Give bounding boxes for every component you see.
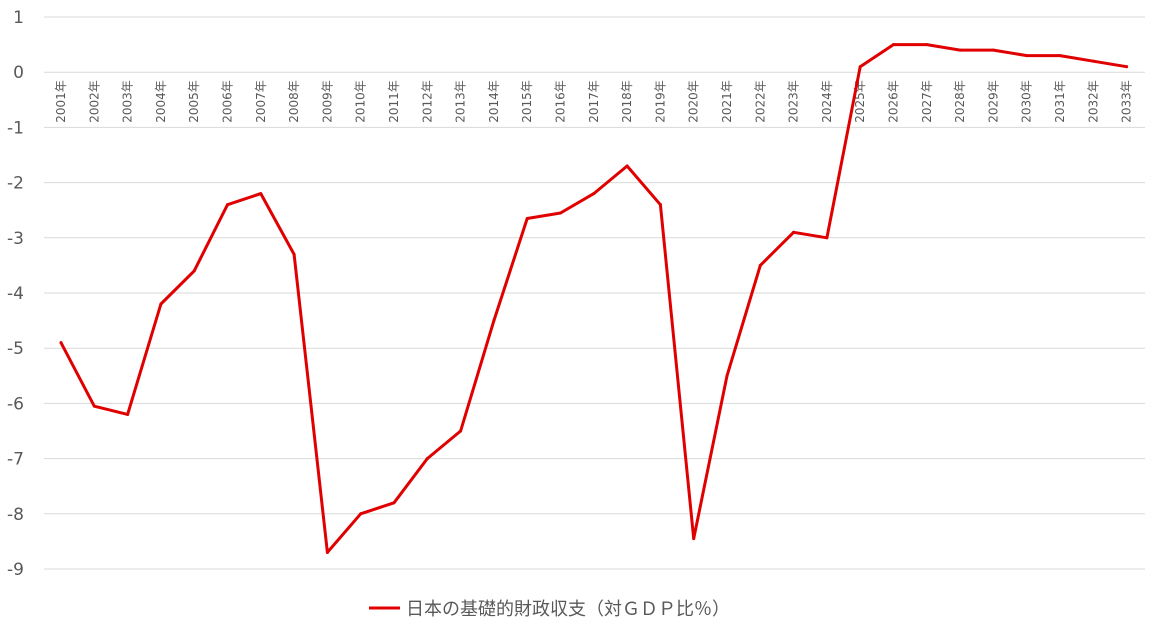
data-point: [259, 192, 263, 196]
x-tick-label: 2013年: [454, 80, 468, 123]
y-tick-label: 0: [13, 63, 24, 83]
x-tick-label: 2003年: [121, 80, 135, 123]
y-tick-label: -9: [7, 560, 24, 580]
x-tick-label: 2022年: [753, 80, 767, 123]
x-tick-label: 2032年: [1086, 80, 1100, 123]
y-tick-label: -1: [7, 118, 24, 138]
gridlines: [44, 16, 1145, 570]
x-tick-label: 2033年: [1120, 80, 1134, 123]
y-tick-label: 1: [13, 8, 24, 28]
data-point: [758, 263, 762, 267]
data-point: [1025, 54, 1029, 58]
x-axis-ticks: 2001年 2002年 2003年 2004年 2005年 2006年 2007年 2008年…: [54, 80, 1134, 123]
x-tick-label: 2015年: [520, 80, 534, 123]
data-point: [958, 48, 962, 52]
legend: 日本の基礎的財政収支（対ＧＤＰ比％）: [369, 599, 730, 620]
data-point: [1058, 54, 1062, 58]
x-tick-label: 2009年: [320, 80, 334, 123]
x-tick-label: 2020年: [687, 80, 701, 123]
y-tick-label: -6: [7, 394, 24, 414]
x-tick-label: 2006年: [221, 80, 235, 123]
data-point: [991, 48, 995, 52]
y-tick-label: -2: [7, 174, 24, 194]
x-tick-label: 2016年: [554, 80, 568, 123]
x-tick-label: 2021年: [720, 80, 734, 123]
data-point: [1125, 65, 1129, 69]
data-point: [425, 457, 429, 461]
data-point: [59, 341, 63, 345]
data-point: [159, 302, 163, 306]
x-tick-label: 2028年: [953, 80, 967, 123]
x-tick-label: 2018年: [620, 80, 634, 123]
data-point: [559, 211, 562, 215]
data-point: [792, 230, 796, 234]
data-point: [392, 501, 396, 505]
x-tick-label: 2008年: [287, 80, 301, 123]
data-point: [892, 43, 895, 47]
y-tick-label: -8: [7, 505, 24, 525]
data-point: [658, 203, 662, 207]
series-layer: [59, 43, 1129, 554]
data-point: [1091, 59, 1095, 63]
y-tick-label: -7: [7, 450, 24, 470]
x-tick-label: 2011年: [387, 80, 401, 123]
y-tick-label: -3: [7, 229, 24, 249]
x-tick-label: 2030年: [1020, 80, 1034, 123]
data-point: [692, 537, 696, 541]
x-tick-label: 2002年: [87, 80, 101, 123]
x-tick-label: 2019年: [653, 80, 667, 123]
x-tick-label: 2007年: [254, 80, 268, 123]
x-tick-label: 2004年: [154, 80, 168, 123]
x-tick-label: 2027年: [920, 80, 934, 123]
legend-label: 日本の基礎的財政収支（対ＧＤＰ比％）: [406, 599, 730, 620]
data-point: [492, 319, 496, 323]
data-point: [925, 43, 929, 47]
data-point: [858, 65, 862, 69]
x-tick-label: 2023年: [787, 80, 801, 123]
y-tick-label: -5: [7, 339, 24, 359]
x-tick-label: 2012年: [420, 80, 434, 123]
data-point: [226, 203, 229, 207]
data-point: [625, 164, 629, 168]
data-point: [325, 550, 329, 554]
x-tick-label: 2017年: [587, 80, 601, 123]
data-point: [825, 236, 829, 240]
data-point: [92, 404, 96, 408]
data-point: [192, 269, 196, 273]
data-point: [725, 374, 729, 378]
data-point: [592, 192, 596, 196]
x-tick-label: 2014年: [487, 80, 501, 123]
data-point: [459, 429, 463, 433]
x-tick-label: 2001年: [54, 80, 68, 123]
x-tick-label: 2024年: [820, 80, 834, 123]
x-tick-label: 2026年: [887, 80, 901, 123]
x-tick-label: 2005年: [187, 80, 201, 123]
x-tick-label: 2029年: [986, 80, 1000, 123]
data-point: [126, 412, 130, 416]
data-point: [525, 216, 529, 220]
data-point: [292, 252, 296, 256]
y-tick-label: -4: [7, 284, 24, 304]
data-point: [359, 512, 363, 516]
x-tick-label: 2010年: [354, 80, 368, 123]
y-axis-ticks: 1 0 -1 -2 -3 -4 -5 -6 -7 -8 -9: [7, 8, 24, 580]
x-tick-label: 2031年: [1053, 80, 1067, 123]
